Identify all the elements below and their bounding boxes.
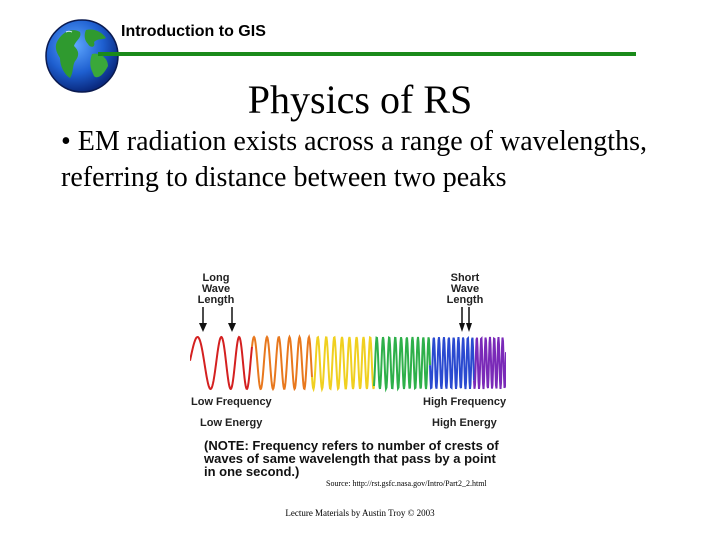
arrow-down-icon <box>199 307 236 332</box>
source-citation: Source: http://rst.gsfc.nasa.gov/Intro/P… <box>326 479 487 488</box>
arrow-down-icon <box>459 307 472 332</box>
bullet-text: • EM radiation exists across a range of … <box>61 126 647 193</box>
high-energy-label: High Energy <box>432 417 497 429</box>
frequency-note: (NOTE: Frequency refers to number of cre… <box>204 438 499 479</box>
course-title: Introduction to GIS <box>121 23 266 40</box>
wave-segment <box>429 335 475 390</box>
long-wave-label: Long Wave Length <box>197 272 235 306</box>
low-energy-label: Low Energy <box>200 417 263 429</box>
slide-title: Physics of RS <box>247 77 473 122</box>
header-divider <box>98 52 636 56</box>
wave-segment <box>190 335 253 391</box>
wave-segment <box>311 335 375 393</box>
wave-segment <box>373 336 431 393</box>
globe-icon <box>45 19 119 93</box>
high-frequency-label: High Frequency <box>423 396 507 408</box>
low-frequency-label: Low Frequency <box>191 396 272 408</box>
short-wave-label: Short Wave Length <box>446 272 484 306</box>
wave-segment <box>251 333 313 392</box>
em-wave-spectrum <box>190 333 506 393</box>
footer-credit: Lecture Materials by Austin Troy © 2003 <box>285 508 435 518</box>
wave-segment <box>473 336 506 390</box>
